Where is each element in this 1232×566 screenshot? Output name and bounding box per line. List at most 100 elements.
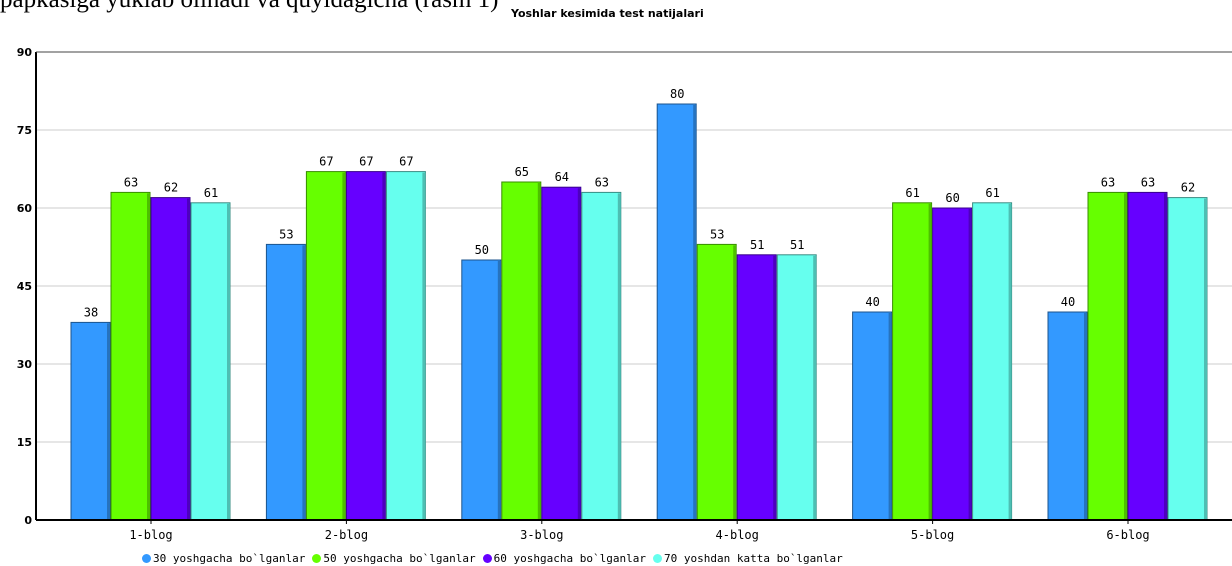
legend-item: 50 yoshgacha bo`lganlar xyxy=(312,551,476,565)
bar xyxy=(696,243,737,521)
y-tick-label: 0 xyxy=(24,514,32,527)
bar-shade xyxy=(773,255,777,521)
bar-shade xyxy=(107,323,110,520)
bar-value-label: 67 xyxy=(359,155,373,169)
bar xyxy=(581,191,622,521)
bar-shade xyxy=(617,193,621,520)
y-tick-label: 45 xyxy=(17,280,32,293)
bar-shade xyxy=(733,245,737,520)
y-tick-label: 30 xyxy=(17,358,33,371)
bar xyxy=(892,202,933,521)
bar-value-label: 63 xyxy=(1101,175,1115,189)
bar-value-label: 63 xyxy=(595,175,609,189)
bar-shade xyxy=(342,172,346,520)
bar-value-label: 65 xyxy=(515,165,529,179)
bar-chart: 38 63 62 61 53 67 67 67 50 65 64 63 80 53 51 51 40 61 60 61… xyxy=(17,46,1232,542)
bar-shade xyxy=(577,188,581,520)
bar-value-label: 80 xyxy=(670,87,684,101)
bar-value-label: 53 xyxy=(279,227,293,241)
bar xyxy=(1127,191,1168,521)
bar-value-label: 62 xyxy=(164,181,178,195)
bar xyxy=(190,202,231,521)
bar-shade xyxy=(382,172,386,520)
bar-shade xyxy=(1124,193,1127,520)
bar-value-label: 63 xyxy=(1141,175,1155,189)
bar-shade xyxy=(1084,313,1087,520)
bar xyxy=(70,321,111,521)
document-header-text: papkasiga yuklab olinadi va quyidagicha … xyxy=(0,0,498,14)
bar-value-label: 62 xyxy=(1181,181,1195,195)
bar-value-label: 38 xyxy=(84,305,98,319)
bar-shade xyxy=(422,172,426,520)
chart-legend: 30 yoshgacha bo`lganlar 50 yoshgacha bo`l… xyxy=(142,551,850,565)
x-tick-label: 5-blog xyxy=(911,528,954,542)
bar-shade xyxy=(537,183,541,520)
bar-value-label: 64 xyxy=(555,170,569,184)
bar xyxy=(656,103,697,521)
bar xyxy=(972,202,1013,521)
x-tick-label: 2-blog xyxy=(325,528,368,542)
bar-value-label: 67 xyxy=(319,155,333,169)
x-tick-label: 4-blog xyxy=(716,528,759,542)
bar-shade xyxy=(693,105,697,520)
bar-value-label: 51 xyxy=(790,238,804,252)
bar xyxy=(461,259,502,521)
bar-shade xyxy=(888,313,892,520)
legend-label: 60 yoshgacha bo`lganlar xyxy=(493,551,646,565)
x-tick-label: 1-blog xyxy=(129,528,172,542)
bar-shade xyxy=(187,198,190,520)
bar-shade xyxy=(813,255,817,521)
bar-shade xyxy=(928,203,932,521)
bar-shade xyxy=(147,193,150,520)
y-tick-label: 15 xyxy=(17,436,32,449)
legend-item: 70 yoshdan katta bo`lganlar xyxy=(652,551,843,565)
legend-item: 60 yoshgacha bo`lganlar xyxy=(482,551,646,565)
chart-title: Yoshlar kesimida test natijalari xyxy=(511,7,704,20)
x-tick-label: 6-blog xyxy=(1106,528,1149,542)
bar xyxy=(305,171,346,521)
bar-value-label: 53 xyxy=(710,227,724,241)
bar xyxy=(776,254,817,521)
bar xyxy=(852,311,893,521)
bar-shade xyxy=(1164,193,1167,520)
bar xyxy=(385,171,426,521)
y-tick-label: 60 xyxy=(17,202,33,215)
bar xyxy=(501,181,542,521)
bar-value-label: 63 xyxy=(124,175,138,189)
bar-shade xyxy=(302,245,306,520)
y-tick-label: 90 xyxy=(17,46,33,59)
bar-value-label: 61 xyxy=(204,186,218,200)
legend-label: 30 yoshgacha bo`lganlar xyxy=(153,551,306,565)
bar xyxy=(1087,191,1128,521)
legend-label: 70 yoshdan katta bo`lganlar xyxy=(663,551,843,565)
bar xyxy=(1047,311,1088,521)
legend-label: 50 yoshgacha bo`lganlar xyxy=(323,551,476,565)
bar-shade xyxy=(968,209,972,520)
bar-value-label: 61 xyxy=(985,186,999,200)
bar-value-label: 40 xyxy=(1061,295,1075,309)
bar-shade xyxy=(1008,203,1012,521)
bar-value-label: 51 xyxy=(750,238,764,252)
bar-value-label: 50 xyxy=(475,243,489,257)
bar xyxy=(541,186,582,521)
bar-value-label: 40 xyxy=(865,295,879,309)
x-tick-label: 3-blog xyxy=(520,528,563,542)
bar xyxy=(150,197,191,521)
bar xyxy=(736,254,777,521)
bar-value-label: 61 xyxy=(905,186,919,200)
bar xyxy=(265,243,306,521)
bar-value-label: 67 xyxy=(399,155,413,169)
legend-swatch xyxy=(312,553,322,563)
bar xyxy=(110,191,151,521)
bar-shade xyxy=(1204,198,1207,520)
bar-shade xyxy=(227,203,230,521)
bar xyxy=(345,171,386,521)
bar-value-label: 60 xyxy=(945,191,959,205)
legend-swatch xyxy=(652,553,662,563)
legend-item: 30 yoshgacha bo`lganlar xyxy=(142,552,305,565)
bar-shade xyxy=(497,261,501,520)
legend-swatch xyxy=(142,553,151,563)
y-tick-label: 75 xyxy=(17,124,32,137)
bar xyxy=(1167,197,1208,521)
bar xyxy=(932,207,973,521)
